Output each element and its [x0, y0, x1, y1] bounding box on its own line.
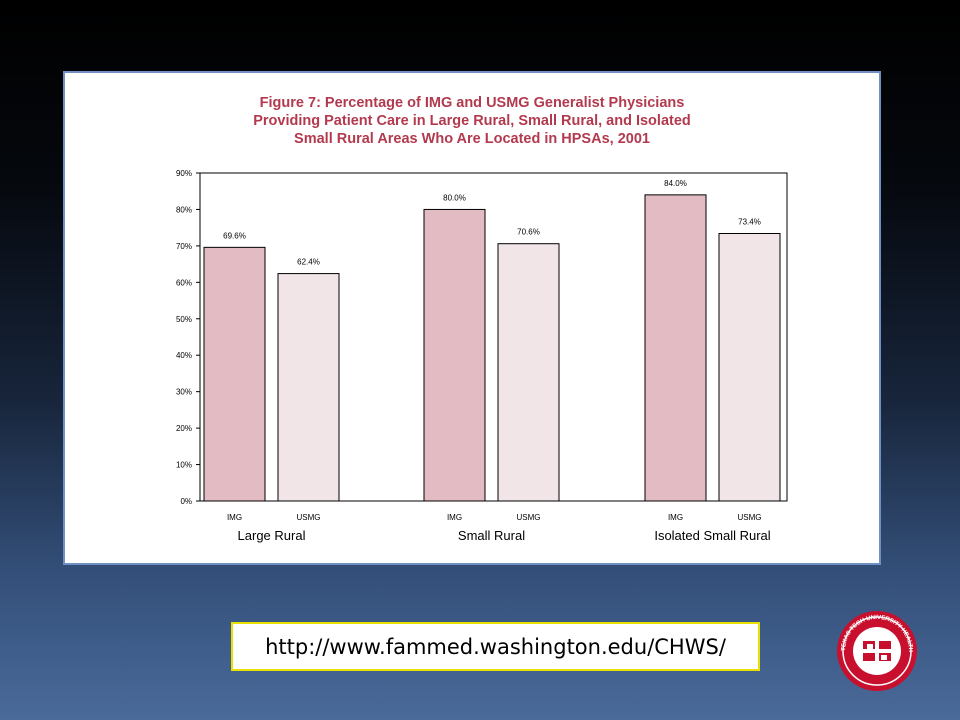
x-group-label: Small Rural — [458, 528, 525, 543]
y-tick-label: 0% — [180, 497, 192, 506]
chart-image-frame: Figure 7: Percentage of IMG and USMG Gen… — [63, 71, 881, 565]
y-tick-label: 20% — [176, 424, 192, 433]
y-tick-label: 10% — [176, 461, 192, 470]
y-tick-label: 40% — [176, 351, 192, 360]
x-group-label: Large Rural — [238, 528, 306, 543]
bar-chart: Figure 7: Percentage of IMG and USMG Gen… — [176, 95, 788, 543]
x-category-label: USMG — [738, 513, 762, 522]
chart-title-line-1: Figure 7: Percentage of IMG and USMG Gen… — [260, 95, 685, 111]
bar-usmg — [277, 273, 340, 502]
bar-usmg — [718, 232, 781, 502]
source-url-link[interactable]: http://www.fammed.washington.edu/CHWS/ — [231, 622, 760, 671]
x-category-label: USMG — [517, 513, 541, 522]
chart-title-line-2: Providing Patient Care in Large Rural, S… — [253, 113, 691, 129]
y-tick-label: 90% — [176, 169, 192, 178]
bar-value-label: 73.4% — [738, 217, 761, 226]
chart-title-line-3: Small Rural Areas Who Are Located in HPS… — [294, 131, 650, 147]
bar-value-label: 69.6% — [223, 231, 246, 240]
bar-usmg — [497, 243, 560, 502]
y-tick-label: 30% — [176, 388, 192, 397]
x-category-label: USMG — [297, 513, 321, 522]
bar-img — [203, 246, 266, 502]
x-category-label: IMG — [668, 513, 683, 522]
y-tick-label: 50% — [176, 315, 192, 324]
y-tick-label: 60% — [176, 278, 192, 287]
x-category-label: IMG — [227, 513, 242, 522]
plot-area: 0% 10% 20% 30% 40% 50% 60% 70% 80% 90% 69.6% IMG 62.… — [176, 169, 788, 543]
bar-value-label: 80.0% — [443, 193, 466, 202]
plot-frame — [199, 172, 788, 502]
bar-value-label: 62.4% — [297, 258, 320, 267]
bar-img — [423, 208, 486, 502]
bar-value-label: 70.6% — [517, 228, 540, 237]
y-tick-label: 70% — [176, 242, 192, 251]
x-category-label: IMG — [447, 513, 462, 522]
university-seal-icon: TEXAS TECH UNIVERSITY HEALTH SCIENCES CE… — [825, 610, 917, 691]
bar-img — [644, 194, 707, 502]
bar-value-label: 84.0% — [664, 179, 687, 188]
y-tick-label: 80% — [176, 205, 192, 214]
x-group-label: Isolated Small Rural — [654, 528, 770, 543]
